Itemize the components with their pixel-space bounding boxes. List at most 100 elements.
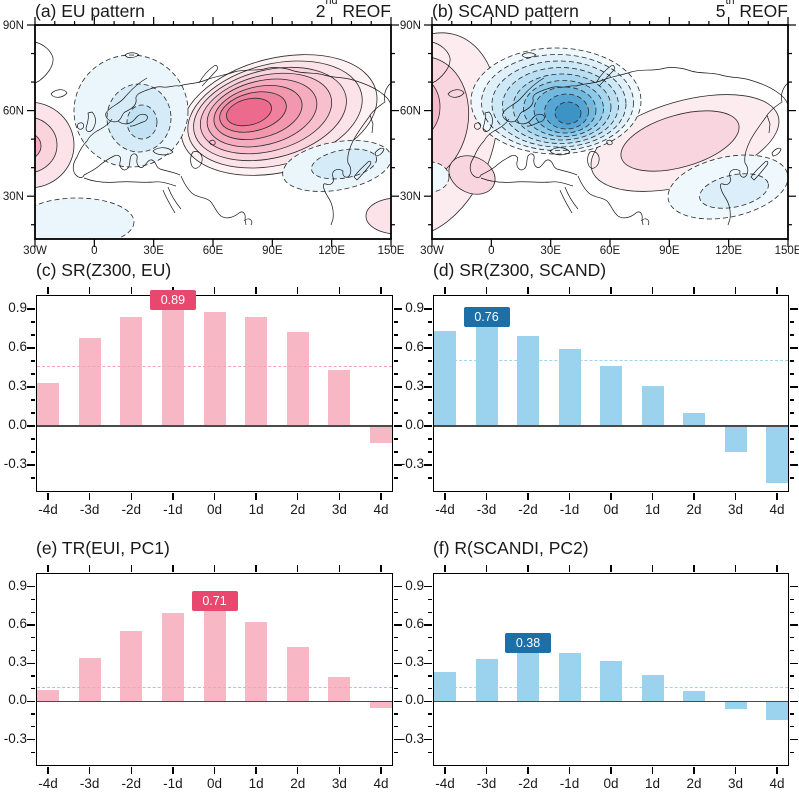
- x-tick-bottom-4d: [380, 492, 382, 500]
- significance-threshold-line: [434, 359, 788, 361]
- y-tick-right: [393, 598, 399, 601]
- x-tick-top--3d: [485, 287, 488, 295]
- x-tick-top--3d: [485, 565, 488, 573]
- x-tick-top-1d: [255, 565, 257, 573]
- x-axis-label--2d: -2d: [518, 776, 538, 791]
- x-tick-top--4d: [444, 287, 446, 295]
- x-tick-bottom-4d: [776, 492, 778, 500]
- lon-label: 0: [488, 245, 494, 257]
- y-tick-right: [789, 688, 795, 690]
- y-tick-right: [393, 751, 399, 753]
- x-tick-bottom--2d: [130, 492, 132, 500]
- x-tick-bottom--2d: [527, 492, 529, 500]
- bar-3d: [328, 370, 351, 426]
- x-axis-label-2d: 2d: [290, 502, 306, 517]
- x-axis-label-4d: 4d: [373, 502, 389, 517]
- x-axis-label--2d: -2d: [121, 502, 141, 517]
- x-axis-label-3d: 3d: [331, 776, 347, 791]
- y-tick-left: [427, 611, 433, 613]
- y-axis-label: 0.0: [405, 417, 424, 432]
- x-tick-bottom--3d: [88, 766, 91, 774]
- y-axis-label: -0.3: [400, 456, 424, 471]
- y-tick-right: [789, 438, 795, 440]
- x-axis-label--3d: -3d: [79, 776, 100, 791]
- x-tick-bottom-1d: [651, 492, 654, 500]
- y-tick-left: [424, 308, 433, 310]
- x-tick-bottom--4d: [47, 766, 49, 774]
- y-tick-left: [27, 586, 36, 588]
- map-a-field: [35, 41, 391, 239]
- significance-threshold-line: [434, 687, 788, 689]
- y-tick-left: [427, 675, 433, 677]
- y-tick-left: [30, 334, 36, 336]
- y-tick-right: [393, 611, 399, 613]
- map-b-ticks: 30W 0 30E 60E 90E 120E 150E 90N 60N 30N: [400, 17, 799, 257]
- bar-chart-panel-f: (f) R(SCANDI, PC2) -4d -3d -2d -1d 0d 1d 2d 3d 4…: [401, 538, 798, 791]
- y-tick-right: [393, 662, 402, 664]
- y-tick-right: [393, 360, 399, 362]
- x-tick-bottom--4d: [444, 492, 446, 500]
- x-tick-top--1d: [172, 565, 174, 573]
- x-axis-label-1d: 1d: [644, 776, 661, 791]
- x-axis-label-4d: 4d: [373, 776, 389, 791]
- lon-label: 30E: [143, 245, 164, 257]
- x-tick-bottom-4d: [380, 766, 382, 774]
- x-tick-bottom--3d: [485, 766, 488, 774]
- y-tick-left: [424, 347, 433, 349]
- y-tick-right: [393, 700, 402, 703]
- x-tick-bottom--4d: [47, 492, 49, 500]
- lon-label: 120E: [318, 245, 345, 257]
- bar-4d: [766, 701, 788, 721]
- bar-2d: [286, 646, 309, 702]
- x-tick-top-4d: [380, 565, 382, 573]
- bar-4d: [766, 426, 788, 484]
- x-tick-bottom-2d: [693, 766, 695, 774]
- zero-line: [37, 700, 392, 703]
- x-tick-top-0d: [213, 287, 216, 295]
- max-value-badge: 0.38: [505, 632, 551, 653]
- y-tick-right: [393, 637, 399, 639]
- y-axis-label: -0.3: [3, 456, 27, 471]
- x-axis-label-0d: 0d: [206, 776, 223, 791]
- x-axis-label-0d: 0d: [206, 502, 223, 517]
- x-axis-label--1d: -1d: [559, 776, 580, 791]
- lon-label: 120E: [715, 245, 742, 257]
- y-tick-right: [393, 713, 399, 715]
- lat-label: 30N: [400, 191, 421, 203]
- y-tick-left: [30, 611, 36, 613]
- panel-e-title: (e) TR(EUI, PC1): [36, 538, 170, 558]
- bar--1d: [558, 652, 581, 702]
- map-a-contour-plot: 30W 0 30E 60E 90E 120E 150E 90N 60N 30N: [3, 17, 405, 257]
- y-tick-left: [30, 412, 36, 414]
- x-axis-label-1d: 1d: [248, 502, 264, 517]
- negative-anomaly-bottom-left: [35, 197, 135, 239]
- y-tick-right: [789, 611, 795, 613]
- y-tick-right: [789, 598, 795, 601]
- x-tick-bottom-2d: [297, 766, 299, 774]
- x-tick-bottom--3d: [88, 492, 91, 500]
- y-axis-label: 0.6: [8, 339, 27, 354]
- x-tick-top-1d: [255, 287, 257, 295]
- y-axis-label: 0.6: [8, 615, 27, 631]
- x-tick-top-4d: [776, 565, 778, 573]
- bar-4d: [370, 701, 392, 708]
- y-tick-right: [789, 662, 798, 664]
- y-tick-left: [27, 308, 36, 310]
- negative-anomaly-japan: [667, 154, 788, 220]
- panel-b-title: (b) SCAND pattern: [432, 1, 579, 21]
- positive-anomaly-west-siberia: [180, 54, 378, 176]
- lon-label: 150E: [775, 245, 799, 257]
- x-tick-bottom--1d: [172, 492, 174, 500]
- x-tick-bottom--1d: [568, 492, 571, 500]
- bar--4d: [434, 672, 456, 702]
- bar-0d: [203, 610, 226, 702]
- bar-3d: [724, 426, 747, 452]
- x-tick-top-0d: [213, 565, 216, 573]
- positive-anomaly-atlantic: [35, 101, 75, 189]
- reof-ordinal-suffix: th: [725, 0, 735, 8]
- x-tick-top-4d: [776, 287, 778, 295]
- y-tick-right: [789, 649, 795, 652]
- panel-a-title: (a) EU pattern: [35, 1, 145, 21]
- bar-2d: [683, 413, 705, 426]
- x-axis-label-1d: 1d: [248, 776, 264, 791]
